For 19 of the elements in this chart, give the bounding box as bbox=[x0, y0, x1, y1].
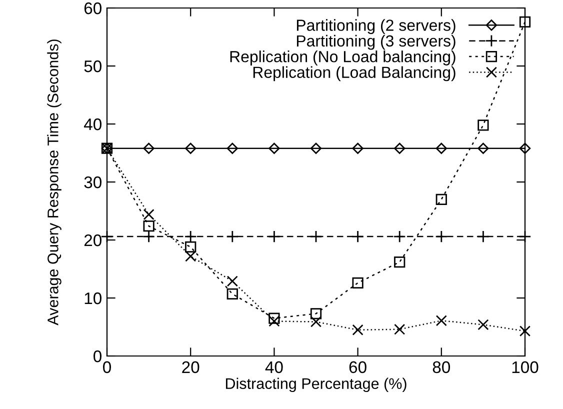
y-tick-label: 60 bbox=[84, 2, 102, 14]
y-tick-label: 30 bbox=[84, 176, 102, 188]
x-tick-label: 40 bbox=[265, 361, 283, 374]
x-tick-label: 0 bbox=[103, 361, 111, 374]
y-tick-label: 40 bbox=[84, 118, 102, 130]
y-axis-title: Average Query Response Time (Seconds) bbox=[47, 40, 62, 326]
legend-label: Partitioning (2 servers) bbox=[296, 19, 456, 34]
legend-label: Replication (No Load balancing) bbox=[230, 50, 456, 66]
y-tick-label: 50 bbox=[84, 60, 102, 72]
y-tick-label: 10 bbox=[84, 292, 102, 304]
legend-label: Replication (Load Balancing) bbox=[253, 66, 456, 82]
y-tick-label: 20 bbox=[84, 234, 102, 246]
y-tick-label: 0 bbox=[94, 350, 102, 362]
x-tick-label: 80 bbox=[432, 361, 450, 374]
x-tick-label: 100 bbox=[512, 361, 538, 374]
legend-label: Partitioning (3 servers) bbox=[296, 34, 456, 50]
x-axis-title: Distracting Percentage (%) bbox=[226, 378, 406, 392]
x-tick-label: 20 bbox=[182, 361, 200, 374]
x-tick-label: 60 bbox=[349, 361, 366, 374]
